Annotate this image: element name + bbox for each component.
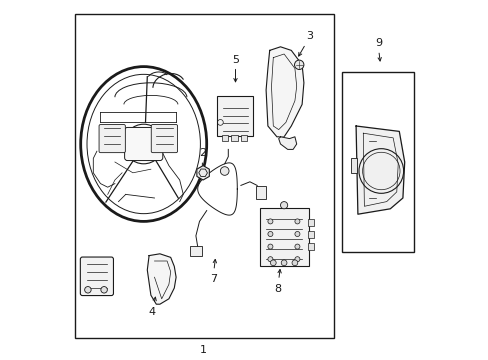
Text: 4: 4 xyxy=(148,307,155,317)
Text: 5: 5 xyxy=(231,55,239,65)
FancyBboxPatch shape xyxy=(259,208,308,266)
Circle shape xyxy=(291,260,297,266)
FancyBboxPatch shape xyxy=(151,125,177,153)
Bar xyxy=(341,72,413,252)
Circle shape xyxy=(294,231,299,237)
Text: 6: 6 xyxy=(84,288,91,298)
Polygon shape xyxy=(278,137,296,149)
Circle shape xyxy=(281,260,286,266)
Text: 1: 1 xyxy=(199,345,206,355)
Bar xyxy=(240,135,246,141)
Text: 7: 7 xyxy=(209,274,216,284)
Circle shape xyxy=(267,231,272,237)
FancyBboxPatch shape xyxy=(124,127,163,161)
Text: 3: 3 xyxy=(305,31,312,41)
Circle shape xyxy=(267,219,272,224)
Circle shape xyxy=(270,260,276,266)
Bar xyxy=(350,158,356,173)
Bar xyxy=(222,135,228,141)
Polygon shape xyxy=(147,254,176,304)
Circle shape xyxy=(267,257,272,262)
Bar xyxy=(231,135,237,141)
FancyBboxPatch shape xyxy=(99,125,125,153)
Bar xyxy=(307,231,313,238)
Circle shape xyxy=(280,202,287,209)
Circle shape xyxy=(294,60,303,69)
Circle shape xyxy=(294,244,299,249)
Text: 8: 8 xyxy=(274,284,281,294)
Polygon shape xyxy=(355,126,404,214)
FancyBboxPatch shape xyxy=(217,96,253,136)
FancyBboxPatch shape xyxy=(189,246,202,256)
Circle shape xyxy=(267,244,272,249)
Text: 9: 9 xyxy=(374,38,381,48)
FancyBboxPatch shape xyxy=(256,186,265,199)
Bar xyxy=(307,219,313,226)
Bar xyxy=(75,14,334,338)
Circle shape xyxy=(294,257,299,262)
Bar xyxy=(307,243,313,250)
Circle shape xyxy=(220,167,228,175)
Circle shape xyxy=(84,287,91,293)
Polygon shape xyxy=(265,47,303,137)
Circle shape xyxy=(101,287,107,293)
Circle shape xyxy=(294,219,299,224)
FancyBboxPatch shape xyxy=(80,257,113,296)
Text: 2: 2 xyxy=(199,148,205,158)
